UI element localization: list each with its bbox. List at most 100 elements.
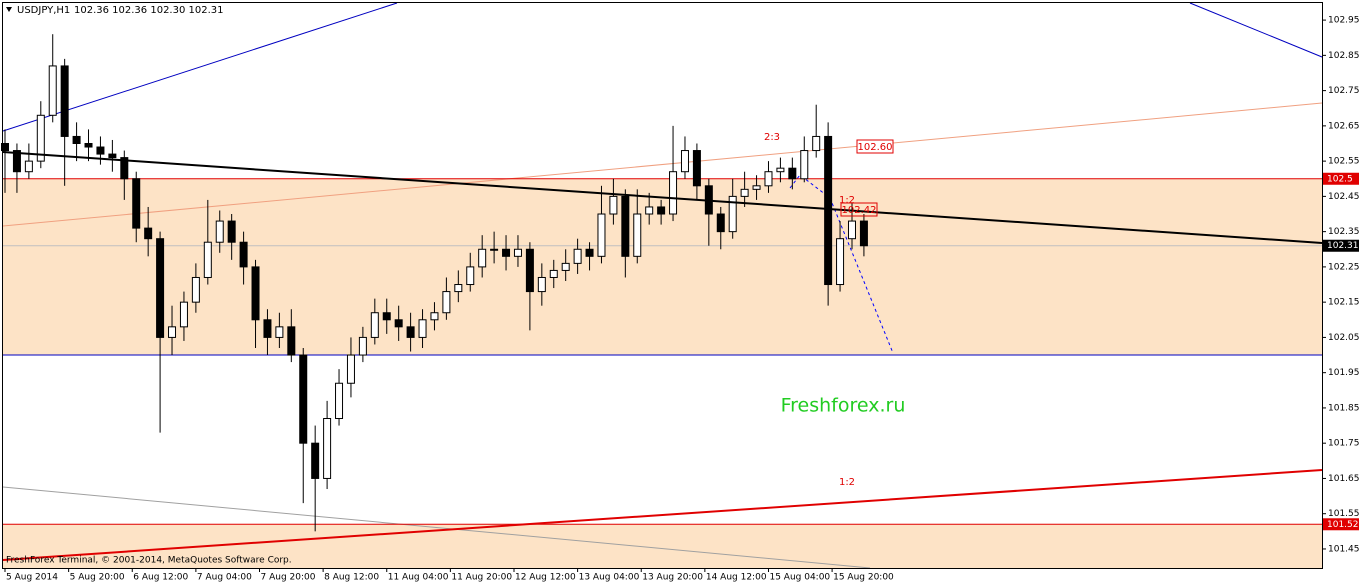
- candle-body: [168, 326, 177, 338]
- x-tick-label: 5 Aug 20:00: [70, 573, 125, 583]
- last-price-box: [1323, 239, 1359, 252]
- y-tick-label: 102.95: [1328, 16, 1360, 26]
- candle-body: [502, 248, 511, 257]
- candle-body: [275, 326, 284, 338]
- watermark: Freshforex.ru: [781, 395, 906, 417]
- annotation: 102.42: [842, 205, 877, 216]
- level-label: 102.5: [1327, 174, 1353, 184]
- y-tick-label: 102.15: [1328, 298, 1360, 308]
- candle-body: [609, 195, 618, 215]
- level-label-box: [1323, 172, 1359, 185]
- candle-body: [299, 354, 308, 444]
- y-tick-label: 101.75: [1328, 439, 1360, 449]
- annotation-box: [840, 202, 878, 217]
- candle-body: [191, 276, 200, 303]
- y-tick-label: 102.25: [1328, 262, 1360, 272]
- candle-body: [215, 220, 224, 243]
- candle-body: [287, 326, 296, 356]
- candle-body: [239, 241, 248, 268]
- trend-line: [2, 2, 398, 132]
- level-label: 101.52: [1327, 520, 1359, 530]
- candle-body: [836, 238, 845, 286]
- candle-body: [621, 195, 630, 257]
- candle-body: [311, 442, 320, 479]
- candle-body: [585, 248, 594, 257]
- annotation: 2:3: [764, 132, 780, 143]
- annotation-box: [856, 139, 894, 154]
- candle-body: [60, 65, 69, 137]
- candle-body: [120, 157, 129, 180]
- x-tick-label: 11 Aug 20:00: [451, 573, 512, 583]
- candle-body: [657, 206, 666, 215]
- y-tick-label: 102.45: [1328, 192, 1360, 202]
- candle-body: [490, 248, 499, 251]
- candle-body: [323, 418, 332, 479]
- candle-body: [800, 150, 809, 180]
- candle-body: [442, 291, 451, 314]
- candle-body: [370, 312, 379, 338]
- candle-body: [454, 284, 463, 293]
- candle-body: [335, 382, 344, 420]
- candle-body: [48, 65, 57, 116]
- candle-body: [740, 188, 749, 197]
- y-tick-label: 102.05: [1328, 333, 1360, 343]
- candle-body: [728, 195, 737, 233]
- candle-body: [144, 227, 153, 240]
- candle-body: [764, 171, 773, 187]
- candle-body: [680, 150, 689, 173]
- candle-body: [203, 241, 212, 278]
- candle-body: [788, 167, 797, 180]
- candle-body: [561, 262, 570, 271]
- candle-body: [645, 206, 654, 215]
- last-price-label: 102.31: [1327, 241, 1359, 251]
- candle-body: [573, 248, 582, 264]
- candle-body: [12, 150, 21, 173]
- x-tick-label: 6 Aug 12:00: [133, 573, 188, 583]
- candle-body: [692, 150, 701, 187]
- annotation: 102.60: [858, 142, 893, 153]
- trend-line: [1189, 2, 1323, 58]
- y-tick-label: 101.85: [1328, 403, 1360, 413]
- candle-body: [263, 319, 272, 338]
- candle-body: [418, 319, 427, 338]
- candle-body: [597, 213, 606, 257]
- y-tick-label: 101.65: [1328, 474, 1360, 484]
- candle-body: [633, 213, 642, 257]
- trend-line: [2, 469, 1323, 561]
- candle-body: [227, 220, 236, 243]
- candle-body: [824, 135, 833, 286]
- axes: 102.95 102.85 102.75 102.65 102.55 102.45 102.…: [4, 16, 1360, 583]
- candle-body: [537, 276, 546, 293]
- x-tick-label: 5 Aug 2014: [6, 573, 58, 583]
- candle-body: [812, 135, 821, 152]
- candle-body: [525, 248, 534, 293]
- x-tick-label: 11 Aug 04:00: [388, 573, 449, 583]
- x-tick-label: 12 Aug 12:00: [515, 573, 576, 583]
- candle-body: [36, 114, 45, 162]
- candle-body: [72, 135, 81, 144]
- trend-line: [2, 486, 871, 569]
- candle-body: [859, 220, 868, 247]
- x-tick-label: 7 Aug 20:00: [261, 573, 316, 583]
- candle-body: [669, 171, 678, 215]
- candle-body: [430, 312, 439, 321]
- candle-body: [382, 312, 391, 321]
- header-values: 102.36 102.36 102.30 102.31: [74, 5, 224, 16]
- x-tick-label: 8 Aug 12:00: [324, 573, 379, 583]
- y-tick-label: 101.95: [1328, 368, 1360, 378]
- candle-body: [776, 167, 785, 173]
- candle-body: [358, 336, 367, 356]
- x-tick-label: 14 Aug 12:00: [706, 573, 767, 583]
- y-tick-label: 102.35: [1328, 227, 1360, 237]
- candle-body: [108, 153, 117, 159]
- zone: [3, 524, 1322, 568]
- annotation: 1:2: [839, 477, 855, 488]
- candle-body: [24, 160, 33, 173]
- candle-body: [513, 248, 522, 257]
- symbol: USDJPY,H1: [17, 5, 70, 16]
- menu-arrow: [6, 7, 12, 12]
- candle-body: [179, 301, 188, 328]
- candle-body: [478, 248, 487, 268]
- candle-body: [752, 185, 761, 190]
